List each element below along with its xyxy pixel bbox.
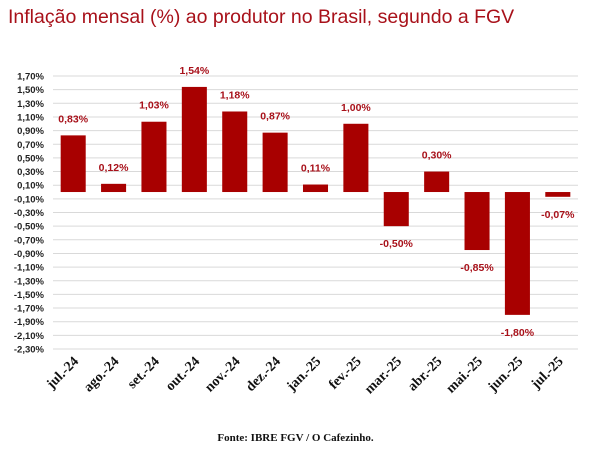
y-tick-label: 1,30% [17,99,44,110]
data-label: 1,54% [179,65,209,77]
y-tick-label: -2,30% [14,345,45,356]
data-label: 0,30% [422,150,452,162]
y-tick-label: 0,10% [17,181,44,192]
x-tick-label: jun.-25 [485,354,526,395]
chart-title: Inflação mensal (%) ao produtor no Brasi… [8,6,515,28]
x-tick-label: set.-24 [125,354,163,392]
y-tick-label: -0,70% [14,235,45,246]
bar [545,192,571,197]
gridlines [53,75,578,350]
y-tick-label: 0,50% [17,153,44,164]
x-tick-label: mai.-25 [444,354,486,396]
y-tick-label: -1,70% [14,304,45,315]
y-axis-ticks: 1,70% 1,50% 1,30% 1,10% 0,90% 0,70% 0,50% 0,30%… [14,72,45,356]
y-tick-label: 1,50% [17,85,44,96]
data-label: -0,85% [460,262,494,274]
data-label: 0,87% [260,111,290,123]
data-label: 0,11% [301,163,331,175]
y-tick-label: -0,10% [14,194,45,205]
y-tick-label: -1,90% [14,317,45,328]
x-tick-label: nov.-24 [202,354,243,395]
bar [302,184,329,193]
bar [101,183,127,193]
bar [424,171,450,193]
bars [60,86,571,315]
y-tick-label: -1,10% [14,263,45,274]
y-tick-label: 0,90% [17,126,44,137]
x-tick-label: ago.-24 [81,354,122,395]
y-tick-label: -0,50% [14,222,45,233]
bar [383,192,409,227]
bar [262,132,288,193]
x-tick-label: dez.-24 [243,354,284,395]
bar [222,111,248,193]
bar [181,86,207,193]
data-label: -1,80% [501,327,535,339]
x-tick-label: jul.-25 [528,354,567,393]
y-tick-label: -2,10% [14,331,45,342]
data-label: 0,83% [58,113,88,125]
data-labels: 0,83% 0,12% 1,03% 1,54% 1,18% 0,87% 0,11% 1,00%… [58,65,575,339]
data-label: -0,07% [541,209,575,221]
bar [504,192,530,315]
bar [464,192,490,251]
x-tick-label: fev.-25 [326,354,364,392]
data-label: 1,03% [139,100,169,112]
y-tick-label: -1,50% [14,290,45,301]
y-tick-label: 1,70% [17,72,44,83]
y-tick-label: 0,30% [17,167,44,178]
bar [60,135,86,193]
y-tick-label: -0,30% [14,208,45,219]
data-label: 0,12% [99,162,129,174]
y-tick-label: 1,10% [17,112,44,123]
y-tick-label: -0,90% [14,249,45,260]
data-label: -0,50% [380,238,414,250]
y-tick-label: 0,70% [17,140,44,151]
x-tick-label: jul.-24 [43,354,82,393]
x-tick-label: jan.-25 [284,354,325,395]
x-tick-label: out.-24 [163,354,203,394]
y-tick-label: -1,30% [14,276,45,287]
bar [141,121,167,193]
data-label: 1,18% [220,89,250,101]
bar [343,123,369,193]
source-note: Fonte: IBRE FGV / O Cafezinho. [217,432,374,444]
data-label: 1,00% [341,102,371,114]
x-axis-ticks: jul.-24 ago.-24 set.-24 out.-24 nov.-24 dez.-… [43,354,566,397]
x-tick-label: mar.-25 [362,354,405,397]
x-tick-label: abr.-25 [405,354,445,394]
